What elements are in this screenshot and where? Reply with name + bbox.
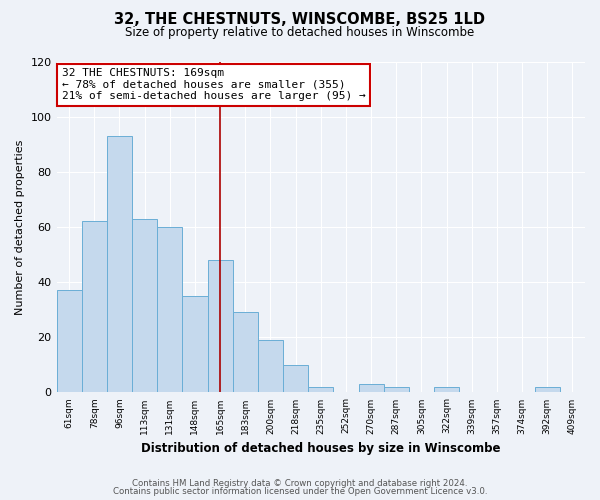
Text: 32 THE CHESTNUTS: 169sqm
← 78% of detached houses are smaller (355)
21% of semi-: 32 THE CHESTNUTS: 169sqm ← 78% of detach… [62,68,365,102]
Bar [283,365,308,392]
Bar [157,227,182,392]
X-axis label: Distribution of detached houses by size in Winscombe: Distribution of detached houses by size … [141,442,500,455]
Bar [233,312,258,392]
Y-axis label: Number of detached properties: Number of detached properties [15,140,25,314]
Text: 32, THE CHESTNUTS, WINSCOMBE, BS25 1LD: 32, THE CHESTNUTS, WINSCOMBE, BS25 1LD [115,12,485,28]
Bar [82,222,107,392]
Bar [182,296,208,392]
Bar [383,387,409,392]
Bar [359,384,383,392]
Text: Size of property relative to detached houses in Winscombe: Size of property relative to detached ho… [125,26,475,39]
Bar [56,290,82,392]
Bar [208,260,233,392]
Bar [434,387,459,392]
Bar [132,218,157,392]
Bar [107,136,132,392]
Bar [535,387,560,392]
Text: Contains HM Land Registry data © Crown copyright and database right 2024.: Contains HM Land Registry data © Crown c… [132,478,468,488]
Bar [308,387,334,392]
Text: Contains public sector information licensed under the Open Government Licence v3: Contains public sector information licen… [113,487,487,496]
Bar [258,340,283,392]
